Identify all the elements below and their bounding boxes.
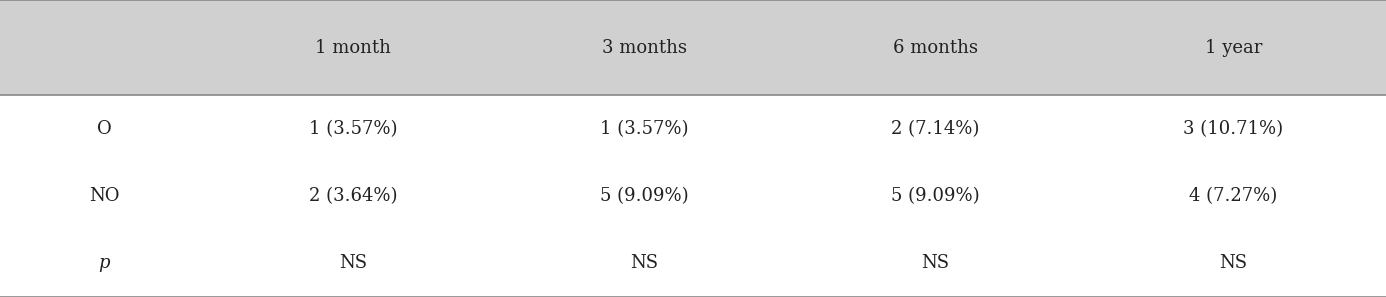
Text: O: O <box>97 120 111 138</box>
Text: 1 (3.57%): 1 (3.57%) <box>309 120 398 138</box>
Text: NO: NO <box>89 187 119 205</box>
Text: 1 (3.57%): 1 (3.57%) <box>600 120 689 138</box>
Bar <box>0 0 1386 95</box>
Text: 3 months: 3 months <box>602 39 687 56</box>
Text: p: p <box>98 254 109 272</box>
Text: NS: NS <box>922 254 949 272</box>
Text: NS: NS <box>340 254 367 272</box>
Text: 4 (7.27%): 4 (7.27%) <box>1189 187 1278 205</box>
Text: 5 (9.09%): 5 (9.09%) <box>600 187 689 205</box>
Text: 6 months: 6 months <box>893 39 979 56</box>
Text: 2 (7.14%): 2 (7.14%) <box>891 120 980 138</box>
Text: NS: NS <box>1220 254 1247 272</box>
Text: NS: NS <box>631 254 658 272</box>
Text: 1 month: 1 month <box>316 39 391 56</box>
Text: 1 year: 1 year <box>1204 39 1263 56</box>
Text: 2 (3.64%): 2 (3.64%) <box>309 187 398 205</box>
Text: 3 (10.71%): 3 (10.71%) <box>1184 120 1283 138</box>
Text: 5 (9.09%): 5 (9.09%) <box>891 187 980 205</box>
